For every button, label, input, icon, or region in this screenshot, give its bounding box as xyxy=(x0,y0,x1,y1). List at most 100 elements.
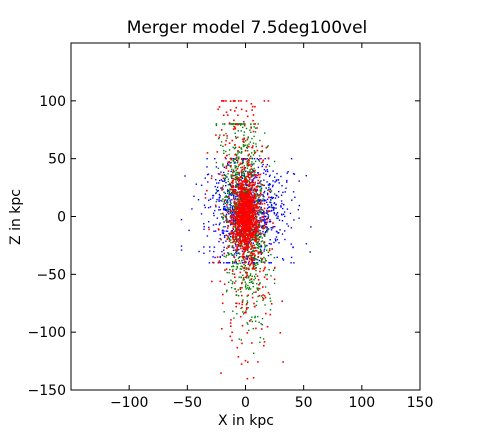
scatter-point xyxy=(273,213,276,215)
scatter-point xyxy=(260,162,263,164)
scatter-point xyxy=(260,221,262,223)
scatter-point xyxy=(215,161,218,164)
scatter-point xyxy=(264,216,266,218)
scatter-point xyxy=(235,262,237,264)
scatter-point xyxy=(227,161,229,163)
scatter-point xyxy=(226,238,229,240)
scatter-point xyxy=(241,193,243,196)
scatter-point xyxy=(234,249,237,251)
scatter-point xyxy=(269,220,272,223)
scatter-point xyxy=(234,211,237,214)
scatter-point xyxy=(226,262,229,264)
scatter-point xyxy=(259,283,261,285)
scatter-point xyxy=(262,269,265,272)
scatter-point xyxy=(243,246,245,249)
scatter-point xyxy=(221,216,223,218)
scatter-point xyxy=(236,218,238,220)
scatter-point xyxy=(254,202,256,204)
scatter-point xyxy=(231,180,234,183)
scatter-point xyxy=(252,217,254,219)
scatter-point xyxy=(223,221,225,223)
scatter-point xyxy=(229,182,231,184)
scatter-point xyxy=(255,249,257,252)
scatter-point xyxy=(260,253,262,255)
scatter-point xyxy=(233,162,235,164)
scatter-point xyxy=(263,100,266,102)
scatter-point xyxy=(241,168,244,171)
scatter-point xyxy=(273,207,275,209)
scatter-point xyxy=(251,195,254,197)
scatter-point xyxy=(272,197,274,199)
scatter-point xyxy=(267,100,270,102)
scatter-point xyxy=(293,262,295,264)
scatter-point xyxy=(239,208,242,210)
scatter-point xyxy=(240,189,243,192)
scatter-point xyxy=(232,262,234,265)
scatter-point xyxy=(268,190,271,192)
scatter-point xyxy=(207,207,210,209)
scatter-point xyxy=(234,206,236,209)
scatter-point xyxy=(213,250,215,253)
scatter-point xyxy=(245,100,248,102)
scatter-point xyxy=(246,295,248,297)
scatter-point xyxy=(270,262,272,264)
scatter-point xyxy=(209,198,212,200)
scatter-point xyxy=(275,214,277,217)
scatter-point xyxy=(290,227,293,229)
scatter-point xyxy=(232,213,235,216)
scatter-point xyxy=(262,172,265,174)
scatter-point xyxy=(215,201,218,203)
scatter-point xyxy=(227,209,229,211)
scatter-point xyxy=(310,226,312,228)
scatter-point xyxy=(227,163,229,165)
scatter-point xyxy=(262,225,265,227)
scatter-point xyxy=(250,254,253,257)
scatter-point xyxy=(222,145,224,147)
scatter-point xyxy=(248,329,250,332)
scatter-point xyxy=(279,229,281,231)
scatter-point xyxy=(246,255,248,258)
x-tick-label: 150 xyxy=(407,395,434,411)
scatter-point xyxy=(238,174,240,176)
scatter-point xyxy=(241,300,244,302)
scatter-point xyxy=(243,255,245,258)
scatter-point xyxy=(242,162,244,164)
scatter-point xyxy=(275,179,278,181)
scatter-point xyxy=(222,216,225,219)
scatter-point xyxy=(253,123,255,125)
scatter-point xyxy=(263,190,266,193)
scatter-point xyxy=(218,182,220,184)
scatter-point xyxy=(244,210,247,212)
scatter-point xyxy=(229,123,232,125)
scatter-point xyxy=(249,204,252,206)
scatter-point xyxy=(269,313,272,316)
scatter-point xyxy=(244,266,246,269)
scatter-point xyxy=(222,100,224,102)
scatter-point xyxy=(234,178,236,181)
scatter-point xyxy=(246,162,249,165)
scatter-point xyxy=(252,249,254,251)
scatter-point xyxy=(227,170,230,172)
scatter-point xyxy=(235,185,237,188)
scatter-point xyxy=(254,234,256,236)
scatter-point xyxy=(235,259,237,261)
scatter-point xyxy=(239,245,242,247)
scatter-point xyxy=(215,223,217,226)
scatter-point xyxy=(228,123,231,125)
scatter-point xyxy=(223,174,225,176)
scatter-point xyxy=(268,186,270,189)
scatter-point xyxy=(229,322,232,324)
scatter-point xyxy=(263,261,266,264)
scatter-point xyxy=(224,208,227,210)
scatter-point xyxy=(238,256,240,258)
scatter-point xyxy=(251,105,254,108)
scatter-point xyxy=(230,185,233,188)
scatter-point xyxy=(227,235,229,237)
scatter-point xyxy=(248,221,251,223)
scatter-point xyxy=(212,224,215,226)
scatter-point xyxy=(247,216,250,219)
scatter-point xyxy=(219,195,221,197)
scatter-point xyxy=(235,178,237,180)
scatter-point xyxy=(235,210,238,213)
